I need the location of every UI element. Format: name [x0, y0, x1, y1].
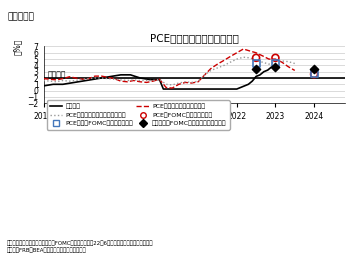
Text: （図表４）: （図表４） [7, 13, 34, 22]
Point [253, 56, 259, 60]
Point [273, 56, 278, 60]
Text: （資料）FRB、BEAよりニッセイ基礎研究所作成: （資料）FRB、BEAよりニッセイ基礎研究所作成 [7, 248, 87, 253]
Text: （注）政策金利はレンジの上限、FOMC参加者見通しは22年6月金融会議に発表された予想。: （注）政策金利はレンジの上限、FOMC参加者見通しは22年6月金融会議に発表され… [7, 240, 154, 246]
Point [311, 71, 317, 76]
Title: PCE価格指数および政策金利: PCE価格指数および政策金利 [150, 33, 239, 43]
Point [273, 65, 278, 69]
Point [311, 67, 317, 71]
Y-axis label: （%）: （%） [13, 38, 22, 55]
Text: 物価目標: 物価目標 [48, 70, 66, 79]
Point [253, 61, 259, 66]
Point [273, 61, 278, 66]
Point [253, 67, 259, 71]
Point [311, 72, 317, 76]
Legend: 政策金利, PCEコア価格指数（前年同月比）, PCEコア（FOMC参加者見通し）, PCE価格指数（前年同月比）, PCE（FOMC参加者見通し）, 政策金利: 政策金利, PCEコア価格指数（前年同月比）, PCEコア（FOMC参加者見通し… [47, 100, 230, 130]
